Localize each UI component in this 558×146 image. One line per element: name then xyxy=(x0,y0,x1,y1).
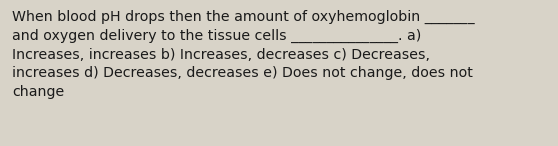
Text: When blood pH drops then the amount of oxyhemoglobin _______
and oxygen delivery: When blood pH drops then the amount of o… xyxy=(12,10,475,99)
